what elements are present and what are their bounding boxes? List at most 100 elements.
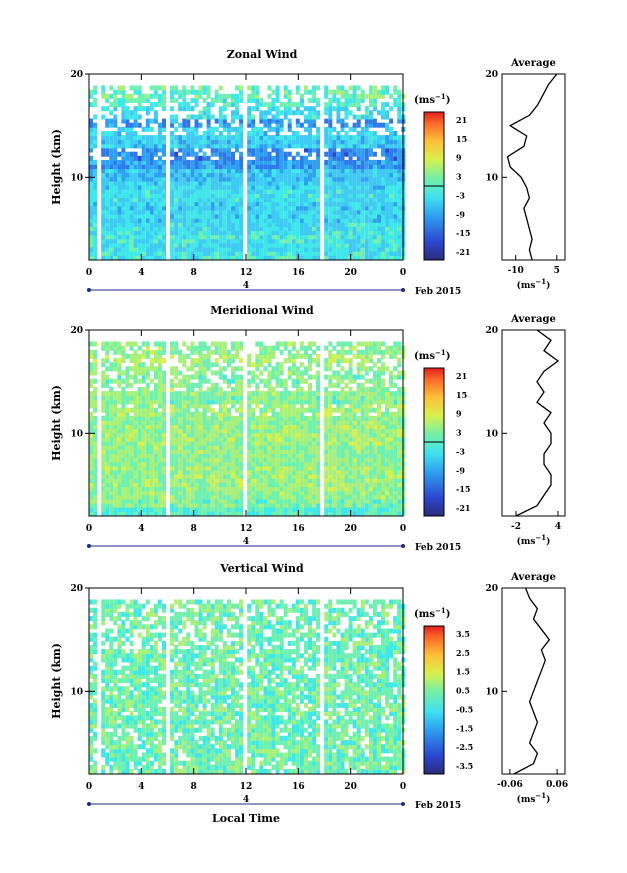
heatmap-cell	[368, 118, 373, 124]
heatmap-cell	[149, 399, 154, 405]
heatmap-cell	[121, 164, 126, 170]
heatmap-cell	[364, 226, 369, 232]
heatmap-cell	[397, 226, 402, 232]
heatmap-cell	[206, 217, 211, 223]
heatmap-cell	[263, 242, 268, 248]
heatmap-cell	[360, 135, 365, 141]
heatmap-cell	[231, 221, 235, 227]
heatmap-cell	[295, 453, 300, 459]
heatmap-cell	[170, 453, 175, 459]
heatmap-cell	[178, 106, 183, 112]
heatmap-cell	[235, 205, 239, 211]
heatmap-cell	[255, 143, 260, 149]
heatmap-cell	[222, 424, 227, 430]
heatmap-cell	[324, 180, 329, 186]
heatmap-cell	[153, 234, 158, 240]
heatmap-cell	[222, 168, 227, 174]
heatmap-cell	[291, 473, 296, 479]
heatmap-cell	[304, 168, 308, 174]
heatmap-cell	[397, 465, 402, 471]
heatmap-cell	[113, 407, 118, 413]
heatmap-cell	[295, 506, 300, 512]
heatmap-cell	[263, 131, 268, 136]
heatmap-cell	[308, 217, 312, 223]
heatmap-cell	[352, 432, 357, 438]
heatmap-cell	[121, 411, 126, 417]
profile-line	[506, 73, 558, 261]
heatmap-cell	[125, 486, 130, 492]
heatmap-cell	[105, 382, 110, 388]
heatmap-cell	[279, 147, 284, 153]
heatmap-cell	[121, 420, 126, 426]
heatmap-cell	[304, 428, 308, 434]
heatmap-cell	[255, 85, 260, 91]
heatmap-cell	[239, 502, 244, 508]
heatmap-cell	[279, 180, 284, 186]
heatmap-cell	[255, 453, 260, 459]
heatmap-cell	[145, 482, 150, 488]
heatmap-cell	[141, 143, 146, 149]
heatmap-cell	[214, 234, 219, 240]
heatmap-cell	[149, 440, 154, 446]
heatmap-cell	[105, 147, 110, 153]
heatmap-cell	[299, 246, 304, 252]
heatmap-cell	[275, 246, 280, 252]
heatmap-cell	[356, 387, 361, 392]
heatmap-cell	[121, 126, 126, 132]
heatmap-cell	[368, 469, 373, 475]
heatmap-cell	[255, 180, 260, 186]
heatmap-cell	[352, 449, 357, 454]
heatmap-cell	[283, 226, 288, 232]
heatmap-cell	[105, 213, 110, 219]
heatmap-cell	[178, 498, 183, 504]
heatmap-cell	[393, 255, 398, 260]
heatmap-cell	[194, 230, 199, 236]
heatmap-cell	[105, 403, 110, 409]
heatmap-cell	[137, 122, 142, 128]
heatmap-cell	[202, 193, 207, 198]
heatmap-cell	[133, 172, 138, 178]
heatmap-cell	[332, 444, 337, 450]
heatmap-cell	[109, 490, 114, 496]
heatmap-cell	[263, 494, 268, 500]
heatmap-cell	[299, 502, 304, 508]
heatmap-cell	[308, 486, 312, 492]
heatmap-cell	[283, 477, 288, 483]
heatmap-cell	[385, 135, 390, 141]
heatmap-cell	[299, 193, 304, 198]
heatmap-cell	[226, 176, 231, 182]
heatmap-cell	[348, 246, 353, 252]
heatmap-cell	[89, 147, 93, 153]
heatmap-cell	[259, 226, 264, 232]
heatmap-cell	[214, 242, 219, 248]
heatmap-cell	[304, 457, 308, 463]
heatmap-cell	[308, 209, 312, 215]
heatmap-cell	[202, 415, 207, 421]
heatmap-cell	[202, 246, 207, 252]
heatmap-cell	[393, 415, 398, 421]
heatmap-cell	[222, 498, 227, 504]
heatmap-cell	[381, 205, 385, 211]
heatmap-cell	[247, 85, 252, 91]
heatmap-cell	[267, 440, 272, 446]
heatmap-cell	[385, 110, 390, 116]
heatmap-cell	[149, 159, 154, 165]
heatmap-cell	[275, 420, 280, 426]
heatmap-cell	[239, 226, 244, 232]
heatmap-cell	[129, 85, 134, 91]
heatmap-cell	[141, 106, 146, 112]
heatmap-cell	[226, 457, 231, 463]
heatmap-cell	[336, 168, 341, 174]
heatmap-cell	[316, 411, 321, 417]
heatmap-cell	[194, 411, 199, 417]
heatmap-cell	[194, 188, 199, 194]
heatmap-cell	[121, 436, 126, 442]
heatmap-cell	[279, 465, 284, 471]
heatmap-cell	[218, 411, 223, 417]
heatmap-cell	[308, 432, 312, 438]
heatmap-cell	[385, 511, 390, 516]
heatmap-cell	[101, 114, 106, 120]
heatmap-cell	[218, 197, 223, 203]
heatmap-cell	[279, 440, 284, 446]
heatmap-cell	[328, 184, 333, 190]
